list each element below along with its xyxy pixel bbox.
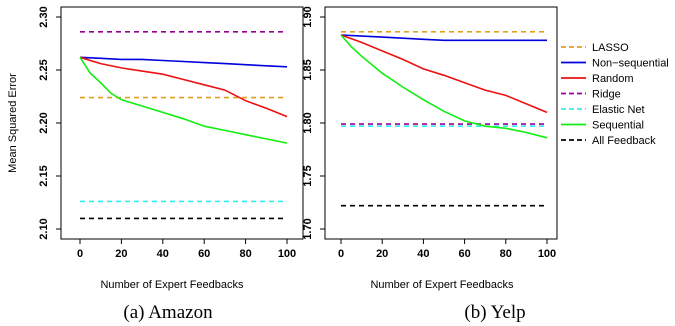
series-line-sequential-amazon [79,56,288,144]
series-line-sequential-yelp [340,34,548,139]
series-line-non-sequential-amazon [79,56,288,68]
legend-label-random: Random [592,73,634,85]
series-line-random-yelp [340,34,548,114]
legend-label-elastic-net: Elastic Net [592,104,645,116]
legend-label-ridge: Ridge [592,89,621,101]
y-axis-title: Mean Squared Error [7,73,19,173]
caption-yelp: (b) Yelp [464,302,525,323]
plot-frame-amazon [60,6,304,240]
y-tick-label: 1.75 [302,165,314,186]
y-tick-label: 2.20 [38,112,50,133]
caption-amazon: (a) Amazon [123,302,213,323]
legend-label-non-sequential: Non−sequential [592,58,669,70]
axes-amazon: 0 20 40 60 80 100 2.10 2.15 2.20 2.25 2.30 [38,6,296,260]
x-tick-label: 20 [376,248,388,260]
x-tick-label: 40 [157,248,169,260]
y-tick-label: 1.80 [302,112,314,133]
series-group-yelp [340,30,548,207]
y-tick-label: 1.70 [302,218,314,239]
y-tick-label: 2.25 [38,59,50,80]
x-axis-title-amazon: Number of Expert Feedbacks [100,279,244,291]
legend-label-sequential: Sequential [592,120,644,132]
series-group-amazon [79,30,288,220]
legend-label-lasso: LASSO [592,42,629,54]
x-tick-label: 0 [338,248,344,260]
x-tick-label: 80 [500,248,512,260]
legend-label-all-feedback: All Feedback [592,135,656,147]
x-tick-label: 100 [278,248,296,260]
x-tick-label: 100 [538,248,556,260]
x-tick-label: 80 [239,248,251,260]
axes-yelp: 0 20 40 60 80 100 1.70 1.75 1.80 1.85 1.90 [302,6,556,260]
y-tick-label: 1.85 [302,59,314,80]
x-tick-label: 60 [198,248,210,260]
y-tick-label: 2.30 [38,6,50,27]
x-tick-label: 60 [458,248,470,260]
series-line-random-amazon [79,56,288,118]
y-tick-label: 1.90 [302,6,314,27]
x-tick-label: 0 [77,248,83,260]
y-tick-label: 2.15 [38,165,50,186]
x-axis-title-yelp: Number of Expert Feedbacks [370,279,514,291]
panel-amazon: 0 20 40 60 80 100 2.10 2.15 2.20 2.25 2.30 Number … [38,6,304,323]
panel-yelp: 0 20 40 60 80 100 1.70 1.75 1.80 1.85 1.90 Number … [302,6,558,323]
x-tick-label: 40 [417,248,429,260]
y-tick-label: 2.10 [38,218,50,239]
series-line-non-sequential-yelp [340,34,547,42]
legend: LASSO Non−sequential Random Ridge Elastic Ne… [561,42,669,147]
x-tick-label: 20 [115,248,127,260]
